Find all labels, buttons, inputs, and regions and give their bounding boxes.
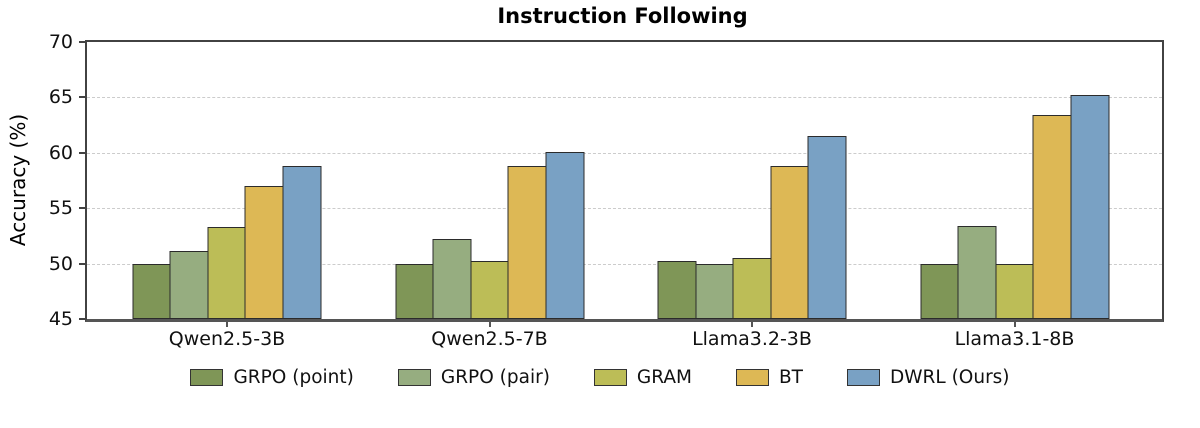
chart-title: Instruction Following [497,4,748,28]
legend-swatch-BT [735,369,769,386]
legend-swatch-GRAM [593,369,627,386]
gridline-y-50 [87,263,1162,265]
legend-item-GRPO (pair): GRPO (pair) [397,367,550,388]
gridline-y-60 [87,152,1162,154]
bar-BT-Qwen2.5-3B [244,186,284,319]
legend-label-DWRL (Ours): DWRL (Ours) [889,367,1010,388]
bar-BT-Llama3.2-3B [770,166,809,319]
bar-DWRL (Ours)-Qwen2.5-3B [282,166,322,319]
y-tick-mark-45 [79,318,87,320]
y-tick-label-50: 50 [48,252,73,275]
x-tick-mark-Qwen2.5-3B [225,322,228,327]
y-tick-mark-60 [79,151,87,154]
bar-GRAM-Qwen2.5-3B [207,227,247,319]
bar-DWRL (Ours)-Qwen2.5-7B [545,151,584,319]
bar-GRAM-Qwen2.5-7B [470,261,509,319]
legend-label-GRPO (pair): GRPO (pair) [440,367,550,388]
bar-BT-Llama3.1-8B [1032,115,1072,319]
bar-GRAM-Llama3.1-8B [995,263,1034,319]
legend-swatch-DWRL (Ours) [846,369,880,386]
bar-DWRL (Ours)-Llama3.2-3B [807,136,847,319]
gridline-y-55 [87,208,1162,210]
y-tick-mark-70 [79,41,87,43]
legend-item-GRPO (point): GRPO (point) [190,367,354,388]
bar-group-Qwen2.5-3B [132,42,322,319]
bar-GRPO (point)-Qwen2.5-3B [132,263,172,319]
legend-label-BT: BT [778,367,803,388]
y-tick-mark-65 [79,96,87,99]
x-tick-label-Llama3.1-8B: Llama3.1-8B [954,328,1075,350]
legend-swatch-GRPO (point) [190,369,224,386]
bar-GRPO (pair)-Qwen2.5-7B [432,239,472,319]
y-tick-label-45: 45 [48,308,73,330]
y-tick-label-55: 55 [48,197,73,220]
x-tick-label-Qwen2.5-3B: Qwen2.5-3B [168,328,286,350]
y-tick-mark-50 [79,262,87,265]
plot-area: 45 50 55 60 65 70 Qwen2.5-3B Qwen2.5-7B Llama3.2… [49,31,1164,350]
legend-label-GRPO (point): GRPO (point) [233,367,354,388]
bar-GRPO (point)-Llama3.1-8B [920,263,959,319]
bar-group-Llama3.2-3B [657,42,847,319]
x-tick-mark-Llama3.2-3B [751,322,753,327]
bar-GRPO (pair)-Llama3.1-8B [957,225,997,319]
legend-item-DWRL (Ours): DWRL (Ours) [846,367,1010,388]
bar-GRPO (pair)-Llama3.2-3B [695,263,734,319]
bar-GRPO (point)-Qwen2.5-7B [395,263,434,319]
gridline-y-65 [87,97,1162,99]
x-tick-mark-Qwen2.5-7B [488,322,491,327]
y-tick-label-65: 65 [48,86,73,109]
y-axis-label: Accuracy (%) [6,113,30,247]
y-tick-label-70: 70 [48,31,73,53]
bar-DWRL (Ours)-Llama3.1-8B [1070,95,1109,319]
y-tick-label-60: 60 [48,141,73,164]
x-tick-label-Llama3.2-3B: Llama3.2-3B [692,328,812,350]
x-tick-mark-Llama3.1-8B [1013,322,1016,327]
bar-group-Llama3.1-8B [920,42,1109,319]
x-tick-label-Qwen2.5-7B: Qwen2.5-7B [431,328,548,350]
legend-label-GRAM: GRAM [636,367,692,388]
bar-GRAM-Llama3.2-3B [732,258,772,319]
legend-item-BT: BT [735,367,803,388]
legend-item-GRAM: GRAM [593,367,692,388]
bar-BT-Qwen2.5-7B [507,166,547,319]
bar-group-Qwen2.5-7B [395,42,584,319]
legend: GRPO (point) GRPO (pair) GRAM BT DWRL (Ours) [0,367,1200,388]
bar-GRPO (point)-Llama3.2-3B [657,261,697,319]
bar-GRPO (pair)-Qwen2.5-3B [169,251,209,319]
legend-swatch-GRPO (pair) [397,369,431,386]
y-tick-mark-55 [79,207,87,210]
